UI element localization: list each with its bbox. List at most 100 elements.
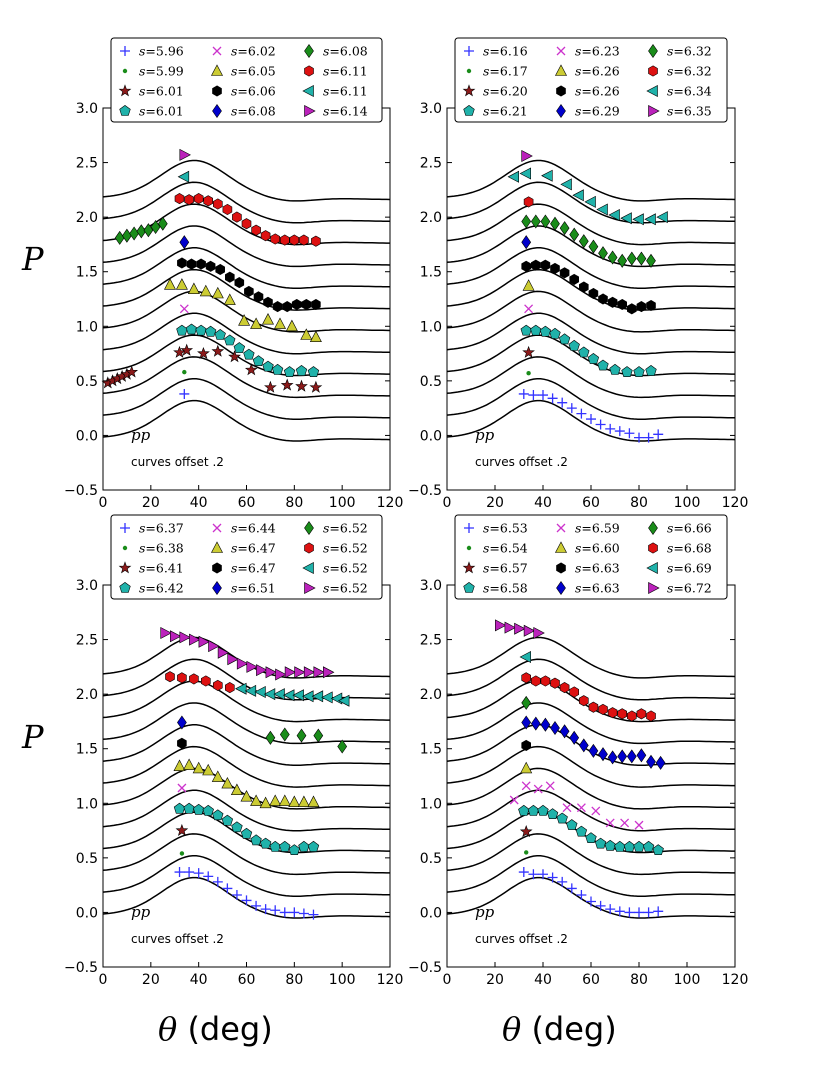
data-point [569,273,580,285]
data-point [598,703,608,715]
y-tick-label: 3.0 [420,101,442,117]
data-point [538,390,548,401]
data-point [521,781,531,791]
data-point [607,750,618,765]
data-point [165,671,175,683]
model-curve [446,203,735,246]
data-point [272,301,283,313]
model-curve [102,356,390,399]
model-curve [446,290,736,333]
data-point [279,840,291,852]
model-curve [446,159,736,202]
legend-marker [648,43,658,59]
legend-label: s=6.58 [483,581,528,596]
data-point [179,148,191,161]
legend-label: s=6.11 [323,84,368,99]
legend-label: s=6.63 [575,561,620,576]
x-tick-label: 120 [377,495,404,511]
data-point [160,627,172,639]
data-point [597,359,609,371]
y-tick-label: 0.5 [420,374,442,390]
data-point [527,804,540,816]
x-tick-label: 80 [285,972,303,988]
data-point [566,819,578,830]
data-point [321,691,333,704]
data-point [279,907,290,918]
data-point [633,840,645,852]
data-point [594,837,607,849]
data-point [604,839,616,851]
legend-label: s=6.47 [231,541,276,556]
legend-marker [122,68,128,74]
data-point [238,314,251,326]
data-point [297,795,310,808]
data-point [652,844,664,856]
legend-marker [304,520,314,536]
data-point [559,267,570,279]
model-curve [102,159,391,202]
data-point [177,170,190,183]
legend-marker [464,523,474,533]
legend-marker [556,580,566,596]
data-point [556,812,568,824]
data-point [598,747,608,762]
model-curve [446,356,735,399]
legend-label: s=6.72 [667,581,712,596]
model-curve [102,811,390,854]
data-point [646,253,656,268]
x-tick-label: 120 [722,495,749,511]
data-point [605,423,616,434]
data-point [578,234,589,249]
x-tick-label: 20 [486,495,504,511]
data-point [241,895,252,906]
panel-annotation: pp [131,426,151,444]
legend-label: s=6.26 [575,84,620,99]
y-tick-label: 0.0 [420,428,442,444]
data-point [291,298,302,311]
legend-label: s=6.23 [575,44,620,59]
data-point [521,260,532,272]
data-point [598,246,608,261]
data-point [644,213,656,226]
y-tick-label: 2.0 [76,687,98,703]
legend-label: s=6.35 [667,104,712,119]
data-point [632,213,644,226]
x-tick-label: 80 [630,495,648,511]
data-point [521,695,532,710]
legend-box [454,37,728,123]
data-point [646,710,656,722]
data-point [533,784,543,794]
legend-label: s=6.51 [231,581,276,596]
data-point [557,397,568,408]
data-point [269,794,282,806]
data-point [143,223,154,238]
model-curve [446,789,736,832]
legend-label: s=6.26 [575,64,620,79]
model-curve [102,399,391,442]
model-curve [102,225,391,268]
legend-label: s=6.59 [575,521,620,536]
y-tick-label: −0.5 [408,483,442,499]
legend-marker [118,84,132,97]
x-tick-label: 100 [674,972,701,988]
data-point [550,720,560,736]
data-point [179,235,190,250]
x-tick-label: 40 [534,495,552,511]
data-point [269,840,281,852]
panel-annotation: pp [475,426,495,444]
data-point [212,876,223,887]
data-point [586,414,596,425]
data-point [636,708,647,720]
data-point [252,355,265,367]
legend-label: s=6.08 [323,44,368,59]
legend-label: s=6.05 [231,64,276,79]
data-point [179,631,191,644]
legend-box [110,514,383,600]
data-point [177,715,187,730]
model-curve [446,724,736,766]
data-point [114,230,125,245]
data-point [183,758,196,770]
data-point [282,301,293,313]
offset-note: curves offset .2 [131,455,224,469]
data-point [295,379,308,392]
